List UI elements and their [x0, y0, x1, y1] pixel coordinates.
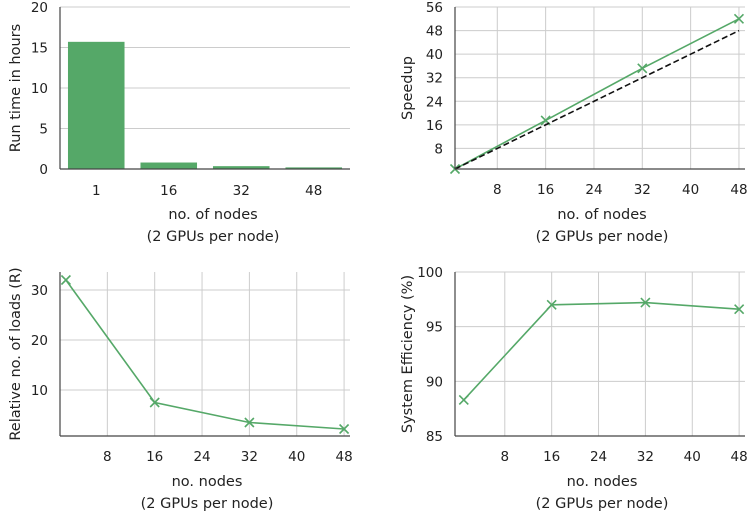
speedup-line-chart: 8 16 24 32 40 48 56 8 16 24 32 40 48 no. of nodes (2 G… [400, 0, 748, 245]
x-axis-sublabel: (2 GPUs per node) [141, 496, 274, 512]
y-tick-label: 100 [417, 265, 443, 281]
bar-16 [140, 162, 198, 169]
y-tick-label: 56 [426, 0, 443, 16]
y-tick-label: 95 [426, 320, 443, 336]
x-tick-label: 16 [146, 449, 163, 465]
bar-1 [67, 41, 125, 169]
series-line [454, 18, 740, 170]
y-tick-label: 48 [426, 24, 443, 40]
data-point-marker [546, 299, 557, 310]
series-line [463, 301, 740, 401]
data-point-marker [60, 274, 71, 286]
y-tick-label: 20 [31, 0, 48, 16]
x-axis-sublabel: (2 GPUs per node) [536, 496, 669, 512]
data-point-marker [458, 394, 469, 405]
y-tick-label: 5 [39, 122, 48, 138]
x-tick-label: 8 [103, 449, 112, 465]
x-tick-label: 16 [160, 183, 177, 199]
x-axis-label: no. of nodes [168, 207, 257, 223]
x-tick-label: 8 [493, 182, 502, 198]
series-line [65, 279, 345, 430]
y-tick-label: 90 [426, 374, 443, 390]
x-tick-label: 32 [241, 449, 258, 465]
x-tick-label: 32 [634, 182, 651, 198]
x-tick-label: 48 [731, 449, 748, 465]
x-axis-label: no. of nodes [557, 207, 646, 223]
y-tick-label: 8 [434, 141, 443, 157]
y-tick-label: 24 [426, 94, 443, 110]
data-point-marker [339, 423, 350, 435]
x-tick-label: 40 [684, 449, 701, 465]
data-point-marker [244, 417, 255, 428]
system-efficiency-line-chart: 85 90 95 100 8 16 24 32 40 48 no. nodes (2 GPUs per… [400, 265, 748, 512]
relative-loads-line-chart: 10 20 30 8 16 24 32 40 48 no. nodes (2 GPUs per no… [8, 267, 353, 512]
x-tick-label: 24 [590, 449, 607, 465]
y-tick-label: 15 [31, 41, 48, 57]
y-tick-label: 85 [426, 429, 443, 445]
x-tick-label: 48 [305, 183, 322, 199]
data-point-marker [734, 304, 745, 315]
x-tick-label: 16 [537, 182, 554, 198]
y-tick-label: 0 [39, 162, 48, 178]
y-tick-label: 40 [426, 47, 443, 63]
y-tick-label: 20 [31, 333, 48, 349]
x-axis-sublabel: (2 GPUs per node) [147, 229, 280, 245]
y-tick-label: 10 [31, 383, 48, 399]
bar-48 [285, 167, 343, 169]
x-axis-sublabel: (2 GPUs per node) [536, 229, 669, 245]
y-axis-label: Relative no. of loads (R) [8, 267, 24, 440]
x-tick-label: 32 [637, 449, 654, 465]
y-tick-label: 10 [31, 81, 48, 97]
y-tick-label: 16 [426, 118, 443, 134]
x-tick-label: 32 [233, 183, 250, 199]
y-axis-label: Speedup [400, 56, 416, 120]
x-tick-label: 16 [543, 449, 560, 465]
data-point-marker [637, 63, 648, 74]
x-axis-label: no. nodes [567, 474, 638, 490]
x-tick-label: 24 [193, 449, 210, 465]
x-tick-label: 48 [730, 182, 747, 198]
data-point-marker [733, 13, 745, 24]
bar-32 [212, 166, 270, 169]
x-tick-label: 40 [682, 182, 699, 198]
x-tick-label: 48 [335, 449, 352, 465]
ideal-speedup-line [454, 29, 740, 170]
x-axis-label: no. nodes [172, 474, 243, 490]
x-tick-label: 24 [585, 182, 602, 198]
x-tick-label: 1 [92, 183, 101, 199]
x-tick-label: 40 [288, 449, 305, 465]
y-tick-label: 30 [31, 283, 48, 299]
runtime-bar-chart: 0 5 10 15 20 1 16 32 48 no. of nodes (2 GPUs per n… [8, 0, 350, 245]
data-point-marker [149, 397, 160, 408]
data-point-marker [640, 297, 651, 308]
y-axis-label: Run time in hours [8, 24, 24, 152]
x-tick-label: 8 [501, 449, 510, 465]
y-axis-label: System Efficiency (%) [400, 275, 416, 433]
y-tick-label: 32 [426, 71, 443, 87]
